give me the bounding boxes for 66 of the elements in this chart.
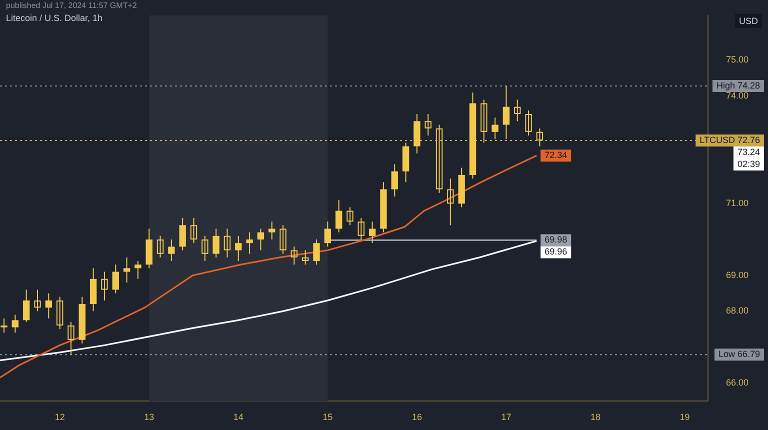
candlestick — [536, 128, 544, 147]
candlestick — [368, 221, 376, 244]
x-tick-label: 13 — [144, 412, 154, 422]
candlestick — [358, 217, 364, 240]
candlestick — [313, 238, 320, 266]
candlestick — [514, 99, 521, 122]
candlestick — [280, 224, 286, 254]
candlestick — [179, 217, 186, 251]
candlestick — [525, 110, 532, 136]
candlestick — [34, 289, 41, 312]
candlestick — [168, 238, 175, 262]
x-tick-label: 12 — [54, 412, 65, 422]
x-tick-label: 18 — [590, 412, 601, 422]
ref-line-label: LTCUSD 72.76 — [700, 135, 760, 146]
y-axis-title: USD — [734, 14, 762, 28]
candlestick — [12, 314, 19, 334]
candlestick — [502, 86, 510, 140]
candlestick — [235, 235, 242, 262]
data-label: 69.98 — [544, 234, 568, 245]
x-tick-label: 17 — [501, 412, 512, 422]
candlestick — [0, 318, 8, 334]
chart-title: Litecoin / U.S. Dollar, 1h — [6, 13, 103, 23]
candlestick — [391, 164, 398, 197]
candlestick — [202, 235, 208, 262]
candlestick — [134, 260, 142, 280]
data-label: 69.96 — [544, 246, 568, 257]
y-tick-label: 66.00 — [726, 377, 749, 388]
candlestick — [346, 206, 354, 226]
ref-line-label: Low 66.79 — [718, 349, 760, 360]
y-tick-label: 69.00 — [726, 270, 749, 280]
candlestick — [123, 256, 130, 284]
candlestick — [257, 228, 264, 251]
candlestick — [212, 228, 220, 258]
ref-line-label: High 74.28 — [716, 80, 760, 91]
candlestick — [190, 217, 198, 244]
candlestick — [424, 114, 432, 136]
candlestick — [224, 228, 231, 258]
data-label: 72.34 — [544, 150, 568, 160]
candlestick — [324, 221, 332, 248]
candlestick — [22, 289, 30, 322]
candlestick — [302, 250, 309, 266]
x-tick-label: 15 — [322, 412, 333, 422]
candlestick — [56, 296, 64, 330]
y-tick-label: 71.00 — [726, 198, 749, 208]
candlestick — [290, 246, 298, 266]
candlestick — [68, 321, 74, 356]
candlestick — [246, 232, 253, 254]
y-tick-label: 68.00 — [726, 306, 749, 316]
x-tick-label: 16 — [412, 412, 422, 422]
text: 73.24 — [737, 147, 760, 158]
candlestick — [436, 124, 443, 194]
y-tick-label: 74.00 — [726, 90, 749, 101]
text: published Jul 17, 2024 11:57 GMT+2 — [6, 1, 137, 10]
text: 02:39 — [737, 159, 760, 170]
candlestick — [101, 271, 108, 301]
candlestick — [268, 221, 276, 240]
x-tick-label: 19 — [680, 412, 690, 422]
candlestick — [492, 117, 498, 140]
candlestick — [447, 178, 454, 226]
y-tick-label: 75.00 — [726, 54, 749, 65]
candlestick — [45, 292, 52, 319]
x-tick-label: 14 — [233, 412, 244, 422]
candlestick — [156, 235, 164, 258]
candlestick — [480, 99, 488, 144]
candlestick — [112, 264, 119, 294]
candlestick — [335, 200, 342, 233]
